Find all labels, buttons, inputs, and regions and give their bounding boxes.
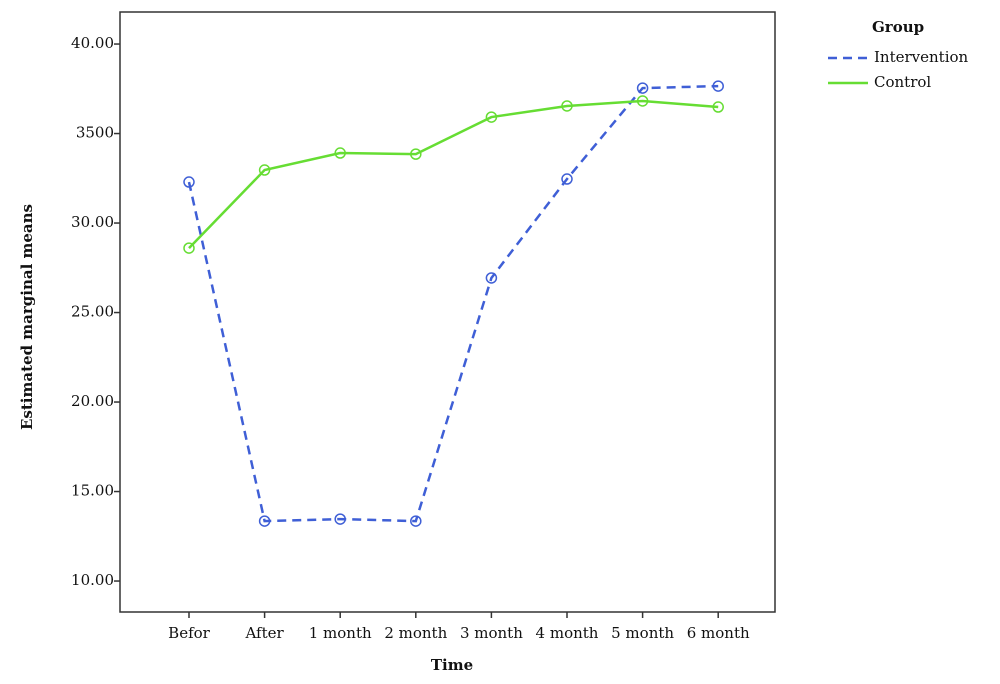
legend-label: Control: [874, 73, 931, 91]
point-marker: [183, 176, 195, 188]
y-tick-label: 10.00: [71, 571, 114, 589]
point-marker: [258, 515, 271, 527]
point-marker: [485, 111, 498, 123]
x-tick-label: 4 month: [536, 624, 599, 642]
x-tick-label: 3 month: [460, 624, 523, 642]
series-line: [188, 99, 719, 249]
point-marker: [410, 148, 422, 160]
point-marker: [485, 272, 498, 284]
y-tick-label: 15.00: [71, 482, 114, 500]
x-tick-label: 5 month: [611, 624, 674, 642]
x-tick-label: Befor: [168, 624, 210, 642]
point-marker: [561, 100, 573, 112]
point-marker: [258, 164, 271, 176]
y-tick-label: 25.00: [71, 303, 114, 321]
legend-label: Intervention: [874, 48, 969, 66]
point-marker: [334, 147, 346, 159]
point-marker: [712, 101, 724, 113]
y-tick-label: 30.00: [71, 213, 114, 231]
x-tick-label: 6 month: [687, 624, 750, 642]
plot-frame: [119, 11, 776, 613]
point-marker: [636, 82, 649, 94]
y-tick-label: 3500: [76, 124, 114, 142]
y-tick-label: 20.00: [71, 392, 114, 410]
legend-title: Group: [872, 18, 924, 36]
y-axis-label: Estimated marginal means: [18, 204, 36, 430]
series-line: [187, 84, 719, 523]
point-marker: [183, 242, 195, 254]
point-marker: [334, 513, 346, 525]
x-tick-label: 1 month: [309, 624, 372, 642]
y-tick-label: 40.00: [71, 34, 114, 52]
x-tick-label: After: [244, 624, 284, 642]
x-tick-label: 2 month: [384, 624, 447, 642]
point-marker: [561, 173, 573, 185]
x-axis-label: Time: [431, 656, 473, 674]
point-marker: [712, 80, 724, 92]
point-marker: [410, 515, 422, 527]
point-marker: [636, 95, 649, 107]
